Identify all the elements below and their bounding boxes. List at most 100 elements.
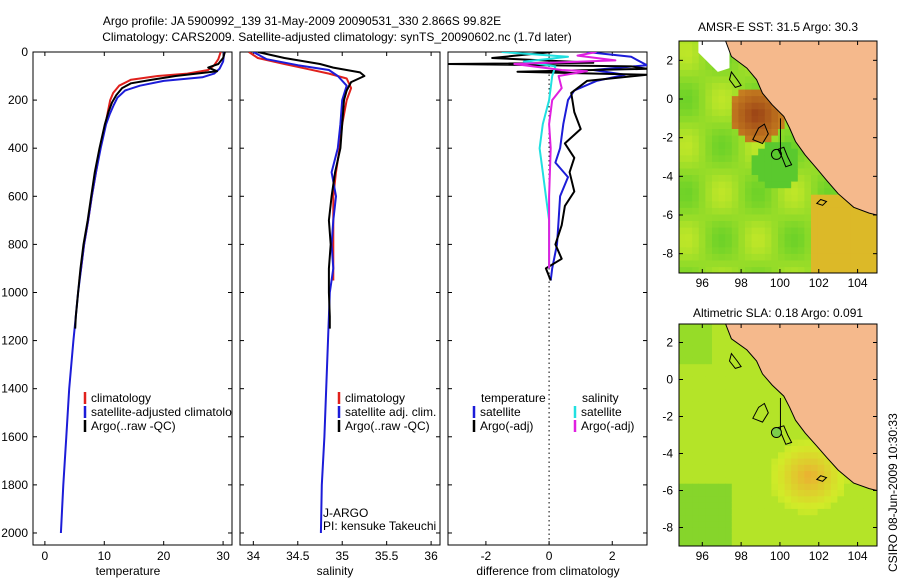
- map-cell: [712, 476, 720, 484]
- map-cell: [791, 489, 799, 497]
- map-cell: [751, 95, 759, 103]
- map-cell: [679, 246, 687, 254]
- map-cell: [718, 75, 726, 83]
- map-cell: [751, 439, 759, 446]
- map-cell: [751, 148, 759, 156]
- map-cell: [857, 259, 865, 268]
- map-cell: [784, 181, 792, 189]
- map-cell: [698, 420, 706, 428]
- map-cell: [804, 483, 812, 490]
- map-cell: [804, 520, 812, 528]
- map-cell: [824, 464, 832, 472]
- map-cell: [811, 489, 819, 497]
- map-cell: [738, 220, 746, 228]
- map-cell: [771, 154, 779, 162]
- map-cell: [718, 407, 726, 415]
- map-cell: [712, 344, 720, 352]
- map-cell: [824, 200, 832, 208]
- map-cell: [745, 401, 753, 409]
- map-cell: [844, 253, 852, 261]
- map-cell: [837, 194, 845, 202]
- map-cell: [685, 102, 693, 110]
- map-cell: [685, 344, 693, 352]
- map-cell: [679, 489, 687, 497]
- map-cell: [685, 213, 693, 221]
- map-cell: [725, 253, 733, 261]
- map-cell: [698, 128, 706, 136]
- map-cell: [725, 266, 733, 273]
- map-cell: [738, 527, 746, 534]
- y-tick-label: 1200: [1, 334, 28, 348]
- map-cell: [692, 395, 700, 402]
- map-cell: [685, 382, 693, 390]
- map-cell: [725, 102, 733, 110]
- map-cell: [679, 388, 687, 396]
- map-cell: [797, 227, 805, 235]
- map-cell: [764, 407, 772, 415]
- map-cell: [844, 220, 852, 228]
- map-cell: [692, 363, 700, 371]
- map-cell: [712, 325, 720, 333]
- map-cell: [725, 363, 733, 371]
- map-cell: [797, 527, 805, 534]
- map-cell: [692, 62, 700, 70]
- map-cell: [824, 508, 832, 516]
- map-cell: [705, 527, 713, 534]
- map-cell: [764, 413, 772, 421]
- map-cell: [791, 154, 799, 162]
- map-cell: [685, 154, 693, 162]
- map-cell: [764, 154, 772, 162]
- map-cell: [758, 520, 766, 528]
- map-cell: [679, 253, 687, 261]
- map-cell: [685, 533, 693, 541]
- map-cell: [679, 413, 687, 421]
- map-cell: [685, 483, 693, 490]
- map-cell: [751, 213, 759, 221]
- map-cell: [725, 502, 733, 509]
- map-cell: [738, 476, 746, 484]
- map-cell: [784, 476, 792, 484]
- map-cell: [685, 520, 693, 528]
- map-cell: [791, 445, 799, 453]
- island-outline: [815, 198, 828, 206]
- map-cell: [764, 135, 772, 143]
- map-cell: [692, 161, 700, 169]
- map-cell: [758, 253, 766, 261]
- map-cell: [797, 213, 805, 221]
- map-cell: [705, 167, 713, 175]
- map-cell: [705, 246, 713, 254]
- sla-map-panel: 96 98 100 102 104 -8 -6 -4 -2 0 2: [662, 323, 878, 563]
- map-cell: [705, 520, 713, 528]
- map-cell: [745, 539, 753, 546]
- map-cell: [731, 187, 739, 195]
- map-cell: [685, 445, 693, 453]
- map-cell: [804, 253, 812, 261]
- map-cell: [758, 141, 766, 149]
- map-cell: [712, 102, 720, 110]
- map-cell: [738, 154, 746, 162]
- map-cell: [692, 82, 700, 90]
- map-cell: [817, 227, 825, 235]
- map-cell: [712, 253, 720, 261]
- map-cell: [679, 240, 687, 248]
- map-cell: [811, 181, 819, 189]
- map-cell: [764, 514, 772, 522]
- map-cell: [791, 539, 799, 546]
- map-cell: [804, 476, 812, 484]
- map-cell: [791, 533, 799, 541]
- map-cell: [712, 75, 720, 83]
- map-cell: [705, 489, 713, 497]
- map-cell: [797, 181, 805, 189]
- map-cell: [738, 508, 746, 516]
- map-cell: [738, 376, 746, 384]
- map-cell: [817, 539, 825, 546]
- map-cell: [771, 259, 779, 268]
- map-cell: [745, 161, 753, 169]
- map-cell: [725, 420, 733, 428]
- map-cell: [778, 420, 786, 428]
- map-cell: [738, 514, 746, 522]
- map-cell: [745, 88, 753, 97]
- map-cell: [751, 154, 759, 162]
- map-cell: [685, 470, 693, 478]
- map-cell: [758, 95, 766, 103]
